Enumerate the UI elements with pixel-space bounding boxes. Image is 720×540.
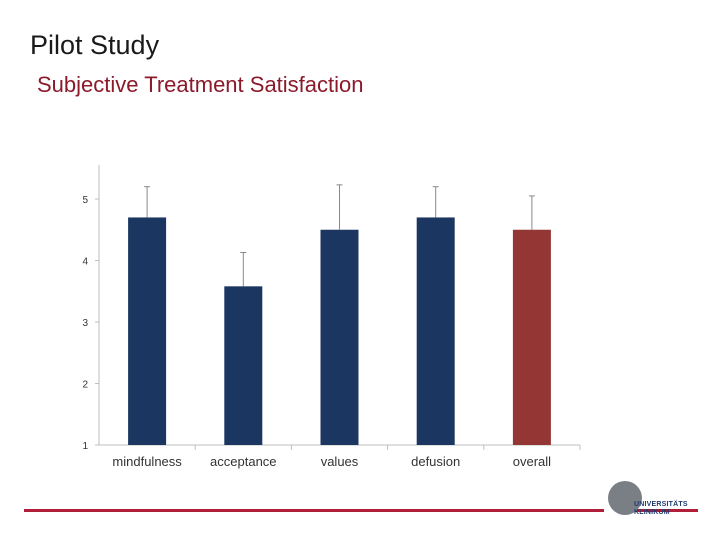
x-tick-label-mindfulness: mindfulness bbox=[112, 454, 182, 469]
x-tick-label-overall: overall bbox=[513, 454, 551, 469]
logo-wordmark: UNIVERSITÄTS KLINIKUM bbox=[634, 501, 688, 517]
bar-defusion bbox=[416, 217, 455, 445]
y-tick-label: 5 bbox=[82, 195, 88, 206]
bar-acceptance bbox=[224, 286, 263, 445]
footer-divider bbox=[24, 509, 604, 512]
x-tick-label-values: values bbox=[321, 454, 359, 469]
seal-icon bbox=[608, 481, 642, 515]
y-tick-label: 2 bbox=[82, 380, 88, 391]
x-tick-label-acceptance: acceptance bbox=[210, 454, 277, 469]
chart-labels: 1 2 3 4 5 mindfulness acceptance values defusion… bbox=[82, 195, 551, 469]
logo-line-1: UNIVERSITÄTS bbox=[634, 501, 688, 508]
chart-bars bbox=[128, 217, 551, 445]
university-logo: UNIVERSITÄTS KLINIKUM bbox=[608, 481, 708, 521]
bar-mindfulness bbox=[128, 217, 167, 445]
chart-error-bars bbox=[144, 184, 535, 287]
logo-line-2: KLINIKUM bbox=[634, 509, 670, 516]
slide-title: Pilot Study bbox=[30, 30, 160, 60]
bar-values bbox=[320, 229, 359, 445]
y-tick-label: 3 bbox=[82, 318, 88, 329]
bar-overall bbox=[512, 229, 551, 445]
slide-subtitle: Subjective Treatment Satisfaction bbox=[37, 72, 364, 97]
y-tick-label: 1 bbox=[82, 441, 88, 452]
x-tick-label-defusion: defusion bbox=[411, 454, 460, 469]
footer-divider-right bbox=[630, 509, 698, 512]
y-tick-label: 4 bbox=[82, 257, 88, 268]
